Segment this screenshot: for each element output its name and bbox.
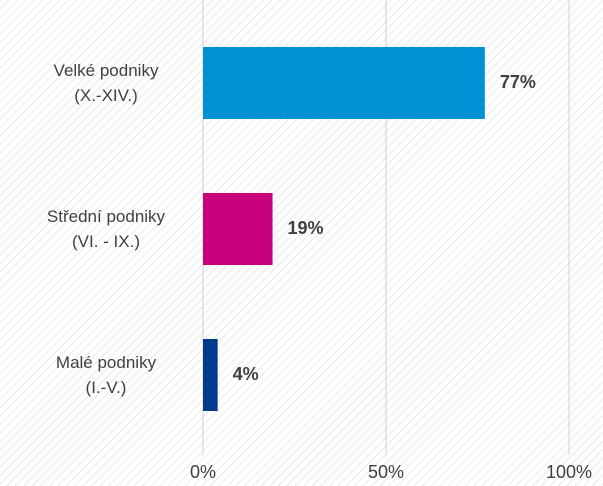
bar xyxy=(203,339,218,411)
category-label: Malé podniky (I.-V.) xyxy=(55,353,157,397)
x-tick-label: 100% xyxy=(546,462,592,482)
category-label: Velké podniky (X.-XIV.) xyxy=(53,61,159,105)
value-label: 77% xyxy=(500,72,536,92)
value-label: 4% xyxy=(233,364,259,384)
category-label: Střední podniky (VI. - IX.) xyxy=(46,207,166,251)
x-tick-label: 0% xyxy=(190,462,216,482)
value-label: 19% xyxy=(288,218,324,238)
bar xyxy=(203,193,273,265)
x-tick-label: 50% xyxy=(368,462,404,482)
bar xyxy=(203,47,485,119)
